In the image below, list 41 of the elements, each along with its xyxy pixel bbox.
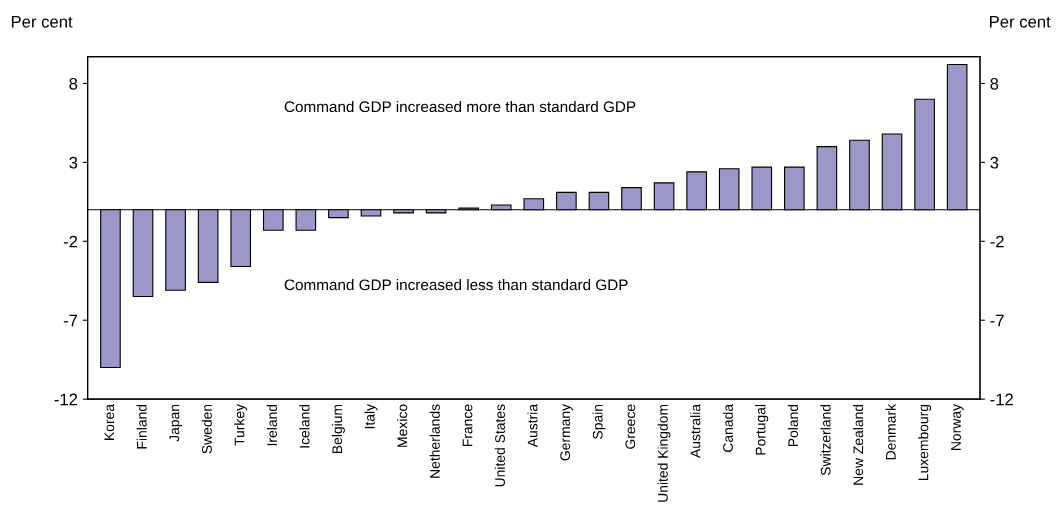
x-tick-label: Belgium xyxy=(331,404,345,454)
x-tick-label: Netherlands xyxy=(429,404,440,478)
y-tick-label: -12 xyxy=(54,393,78,406)
x-tick-label: Iceland xyxy=(299,404,310,448)
x-tick-label: Korea xyxy=(104,403,115,440)
annotation: Command GDP increased more than standard GDP xyxy=(284,100,636,113)
x-tick-label: Austria xyxy=(527,403,538,448)
x-tick-label: Spain xyxy=(592,404,606,439)
y2-tick-label: 8 xyxy=(990,77,999,90)
y-tick-label: 3 xyxy=(69,156,78,169)
x-tick-label: France xyxy=(462,404,473,447)
y2-tick-label: 3 xyxy=(990,156,999,169)
x-tick-label: Mexico xyxy=(397,404,408,447)
x-tick-label: Ireland xyxy=(266,404,277,446)
x-tick-label: Canada xyxy=(722,403,733,452)
x-tick-label: United Kingdom xyxy=(657,404,671,502)
x-tick-label: Norway xyxy=(951,404,964,450)
y2-tick-label: -7 xyxy=(990,314,1004,327)
annotation: Command GDP increased less than standard GDP xyxy=(284,278,628,291)
x-tick-label: Poland xyxy=(787,404,799,447)
x-tick-label: Portugal xyxy=(755,404,769,455)
y-tick-label: -2 xyxy=(63,235,78,248)
y2-tick-label: -2 xyxy=(990,235,1004,248)
x-tick-label: Switzerland xyxy=(820,404,831,476)
x-tick-label: Sweden xyxy=(201,404,212,454)
x-tick-label: Australia xyxy=(690,403,701,458)
x-tick-label: Luxembourg xyxy=(918,404,932,481)
y2-axis-title: Per cent xyxy=(990,16,1051,28)
x-tick-label: New Zealand xyxy=(853,404,864,485)
x-tick-label: Turkey xyxy=(234,404,248,446)
x-tick-label: Greece xyxy=(625,404,636,449)
x-tick-label: Japan xyxy=(169,404,183,442)
x-tick-label: Denmark xyxy=(885,403,896,460)
y-axis-title: Per cent xyxy=(11,16,73,28)
x-tick-label: Finland xyxy=(136,404,147,449)
x-tick-label: United States xyxy=(494,404,505,487)
y-tick-label: -7 xyxy=(63,314,78,327)
y2-tick-label: -12 xyxy=(990,393,1013,406)
x-tick-label: Germany xyxy=(560,404,573,461)
y-tick-label: 8 xyxy=(69,77,78,90)
x-tick-label: Italy xyxy=(364,404,378,429)
